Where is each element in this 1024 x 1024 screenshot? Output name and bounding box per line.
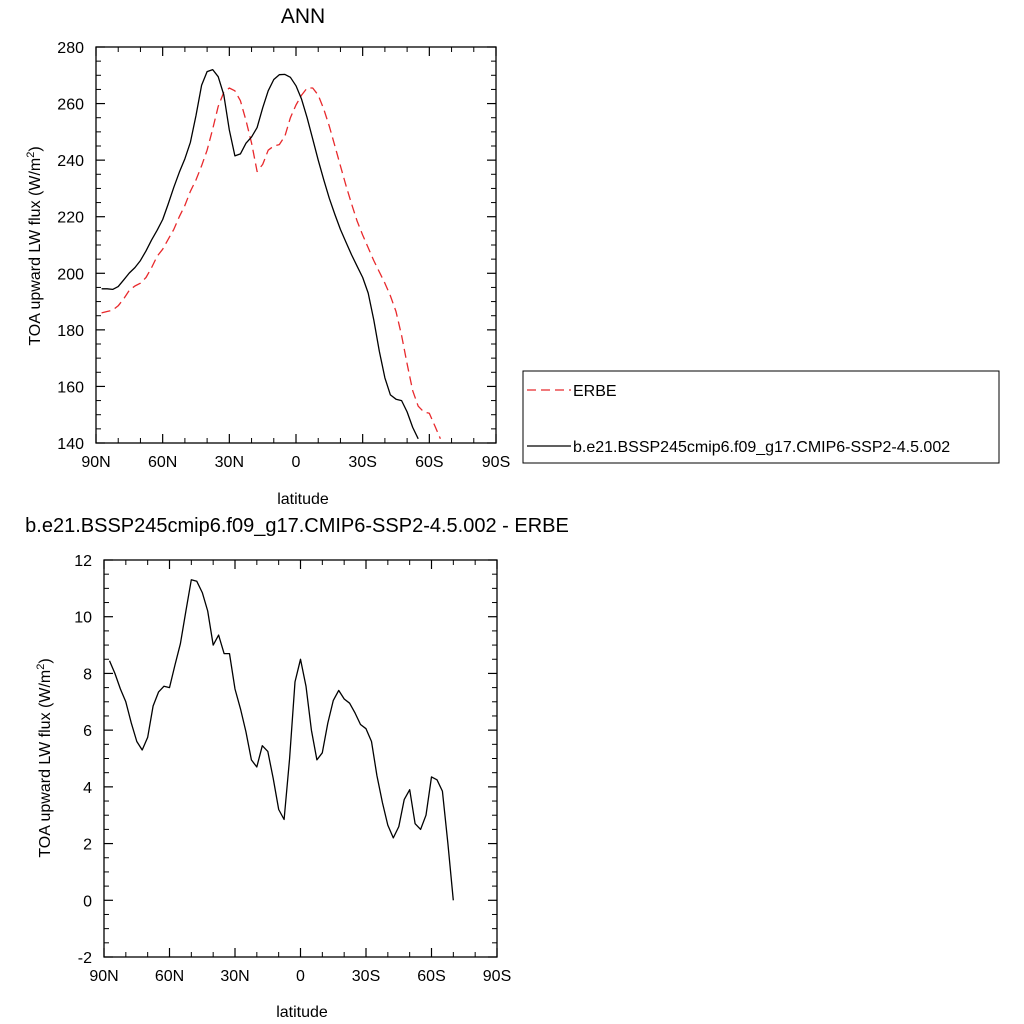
y-axis-label: TOA upward LW flux (W/m2) xyxy=(35,658,54,857)
series-line-model xyxy=(101,68,419,440)
x-axis-label: latitude xyxy=(277,491,329,508)
legend-box xyxy=(522,370,1000,464)
series-line-model xyxy=(108,579,454,901)
plot-frame xyxy=(103,559,498,958)
x-axis-label: latitude xyxy=(276,1004,328,1021)
y-tick-label: 10 xyxy=(74,610,92,627)
y-tick-label: 180 xyxy=(57,323,84,340)
y-tick-label: 160 xyxy=(57,379,84,396)
axis-ticks xyxy=(103,559,498,958)
x-tick-label: 90N xyxy=(81,454,110,471)
y-axis-label-text: TOA upward LW flux (W/m xyxy=(27,158,44,346)
y-tick-labels: 140 160 180 200 220 240 260 280 xyxy=(57,40,84,453)
x-tick-label: 30S xyxy=(348,454,376,471)
y-tick-label: 280 xyxy=(57,40,84,57)
legend: ERBE b.e21.BSSP245cmip6.f09_g17.CMIP6-SS… xyxy=(522,370,1000,464)
x-tick-label: 60S xyxy=(415,454,443,471)
series-lines xyxy=(101,68,441,440)
x-tick-label: 60S xyxy=(417,968,445,985)
y-axis-label-text: TOA upward LW flux (W/m xyxy=(37,670,54,858)
series-lines xyxy=(108,579,454,901)
y-tick-labels: -2 0 2 4 6 8 10 12 xyxy=(74,553,92,967)
x-tick-label: 90N xyxy=(89,968,118,985)
y-axis-label-sup: 2 xyxy=(25,152,37,158)
y-tick-label: 200 xyxy=(57,266,84,283)
y-tick-label: 6 xyxy=(83,723,92,740)
y-tick-label: 260 xyxy=(57,97,84,114)
x-tick-label: 0 xyxy=(292,454,301,471)
panel-difference: b.e21.BSSP245cmip6.f09_g17.CMIP6-SSP2-4.… xyxy=(25,515,569,1021)
x-tick-label: 90S xyxy=(483,968,511,985)
y-tick-label: -2 xyxy=(78,950,92,967)
x-tick-label: 60N xyxy=(155,968,184,985)
x-tick-labels: 90N 60N 30N 0 30S 60S 90S xyxy=(89,968,511,985)
y-axis-label-sup: 2 xyxy=(35,664,47,670)
x-tick-label: 30S xyxy=(352,968,380,985)
x-tick-label: 0 xyxy=(296,968,305,985)
x-tick-label: 30N xyxy=(215,454,244,471)
panel-mean-flux: ANN 140 160 180 200 220 240 260 280 90N 60N 30N 0 3… xyxy=(25,5,1000,508)
legend-label-erbe: ERBE xyxy=(573,383,617,400)
x-tick-labels: 90N 60N 30N 0 30S 60S 90S xyxy=(81,454,510,471)
y-tick-label: 220 xyxy=(57,210,84,227)
x-tick-label: 30N xyxy=(220,968,249,985)
y-tick-label: 4 xyxy=(83,780,92,797)
y-axis-label-close: ) xyxy=(27,146,44,151)
y-axis-label: TOA upward LW flux (W/m2) xyxy=(25,146,44,345)
axis-ticks xyxy=(95,46,497,444)
x-tick-label: 90S xyxy=(482,454,510,471)
y-tick-label: 0 xyxy=(83,893,92,910)
x-tick-label: 60N xyxy=(148,454,177,471)
y-tick-label: 140 xyxy=(57,436,84,453)
y-tick-label: 2 xyxy=(83,837,92,854)
chart-title: b.e21.BSSP245cmip6.f09_g17.CMIP6-SSP2-4.… xyxy=(25,515,569,537)
chart-title: ANN xyxy=(281,5,325,28)
y-axis-label-close: ) xyxy=(37,658,54,663)
legend-label-model: b.e21.BSSP245cmip6.f09_g17.CMIP6-SSP2-4.… xyxy=(573,439,950,456)
y-tick-label: 8 xyxy=(83,666,92,683)
y-tick-label: 240 xyxy=(57,153,84,170)
series-line-erbe xyxy=(101,87,441,440)
y-tick-label: 12 xyxy=(74,553,92,570)
